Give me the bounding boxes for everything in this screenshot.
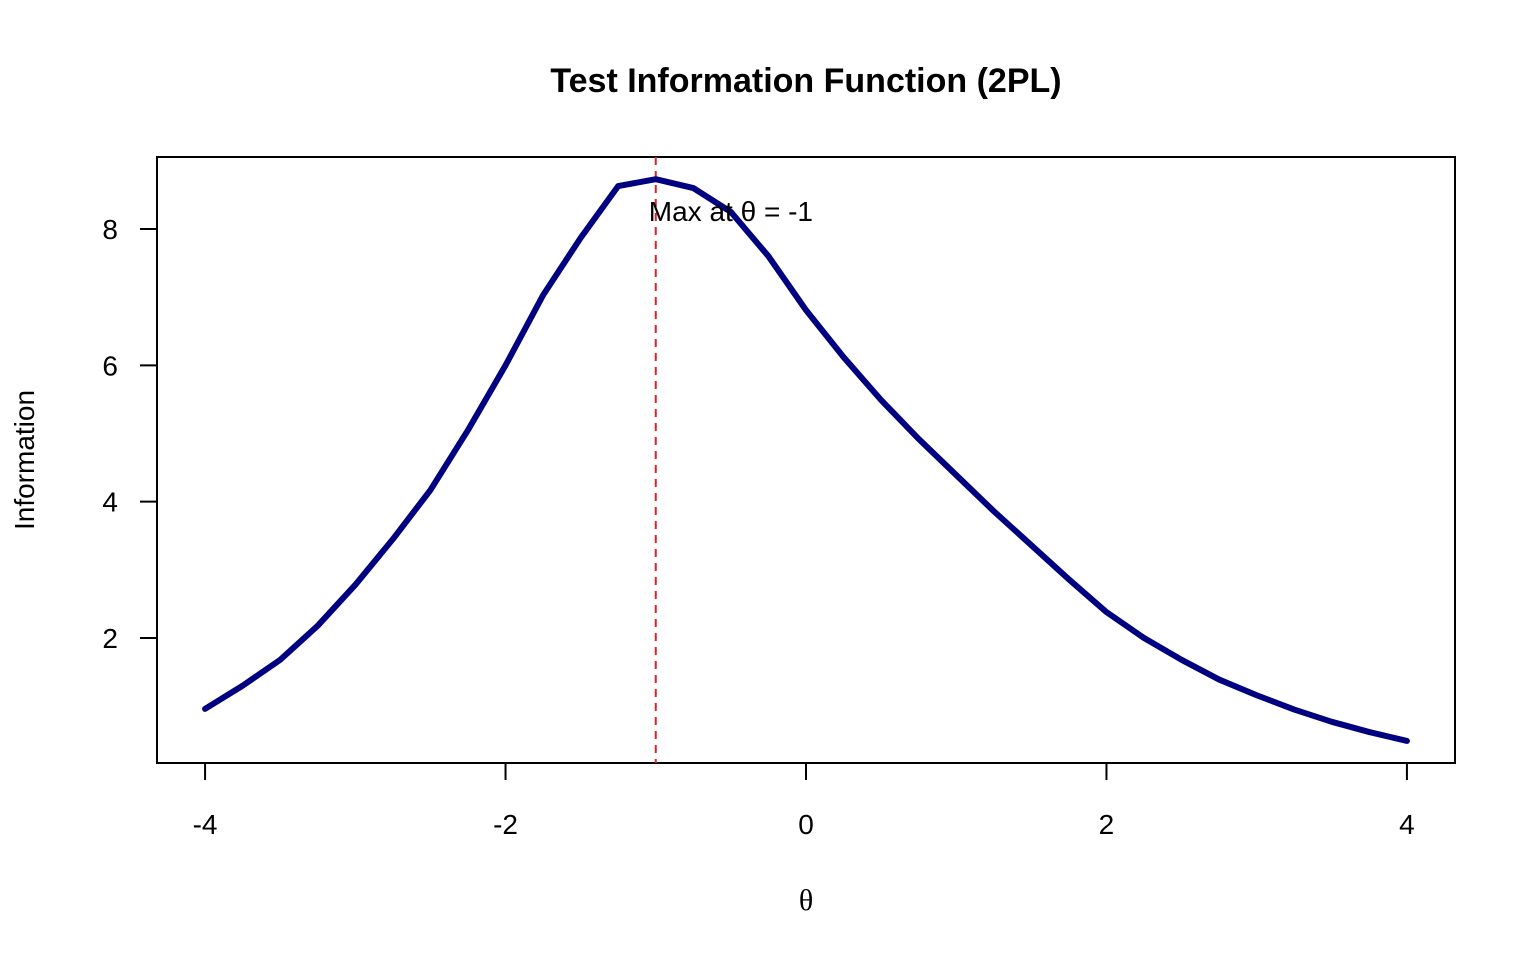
x-tick-label: 0 [798, 809, 814, 840]
x-tick-label: -2 [493, 809, 518, 840]
chart-title: Test Information Function (2PL) [550, 62, 1061, 100]
y-tick-label: 8 [102, 214, 118, 245]
x-axis-label: θ [799, 884, 813, 917]
y-tick-label: 2 [102, 623, 118, 654]
data-line [202, 176, 1410, 744]
x-tick-label: 4 [1399, 809, 1415, 840]
x-tick-label: -4 [193, 809, 218, 840]
x-tick-label: 2 [1099, 809, 1115, 840]
y-axis-label: Information [9, 390, 40, 530]
annotation: Max at θ = -1 [649, 196, 813, 227]
plot-box [156, 156, 1456, 764]
y-tick-label: 6 [102, 350, 118, 381]
y-tick-label: 4 [102, 487, 118, 518]
